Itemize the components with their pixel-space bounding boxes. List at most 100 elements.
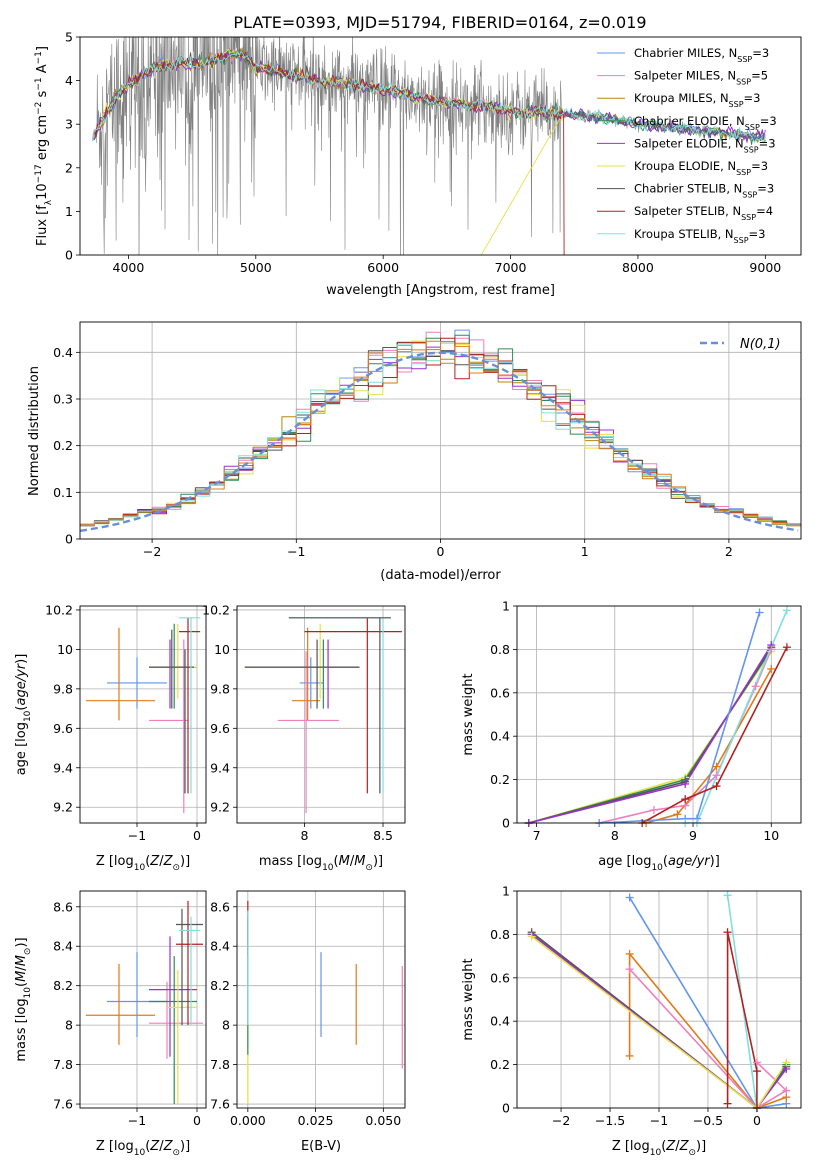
x-tick-label: 0 — [193, 828, 201, 843]
axes-frame — [516, 605, 802, 824]
label-part: ⊙ — [172, 863, 180, 873]
model-spectrum-line — [92, 48, 565, 255]
legend-label-main: Salpeter STELIB, N — [634, 204, 741, 218]
plot-area — [237, 891, 405, 1108]
label-part: / — [159, 1139, 164, 1154]
gaussian-curve — [80, 351, 799, 532]
figure-title: PLATE=0393, MJD=51794, FIBERID=0164, z=0… — [233, 13, 646, 32]
x-tick-label: 10 — [763, 828, 779, 843]
y-tick-label: 9.8 — [210, 681, 230, 696]
weight-line — [645, 668, 772, 823]
label-part: Z — [665, 1139, 676, 1154]
y-tick-label: 1 — [65, 204, 73, 219]
label-part: ] — [35, 46, 50, 51]
label-part: Z — [149, 1139, 160, 1154]
chart-residuals: −2 −1 0 1 2 0 0.1 0.2 0.3 0.4 (data-model)/error No… — [27, 321, 802, 583]
x-tick-label: −1 — [287, 544, 305, 559]
y-tick-label: 8 — [65, 1018, 73, 1033]
plot-area — [92, 37, 766, 255]
x-tick-label: 0.000 — [230, 1113, 266, 1128]
label-part: M — [339, 854, 350, 869]
legend-label-sub: SSP — [744, 145, 759, 154]
y-tick-label: 2 — [65, 160, 73, 175]
legend-label-main: Kroupa STELIB, N — [634, 227, 734, 241]
x-tick-label: 0.025 — [298, 1113, 334, 1128]
label-part: / — [14, 966, 29, 971]
x-tick-label: 0 — [437, 544, 445, 559]
legend-label: Kroupa MILES, NSSP=3 — [634, 91, 760, 109]
label-part: 10 — [23, 710, 33, 722]
y-tick-label: 0 — [502, 1101, 510, 1116]
axis-label: Z [log10(Z/Z⊙)] — [612, 1139, 706, 1158]
legend-label-sub: SSP — [736, 168, 751, 177]
y-tick-label: 0.2 — [490, 1057, 510, 1072]
legend-label-sub: SSP — [741, 213, 756, 222]
legend-label-tail: =3 — [752, 46, 769, 60]
y-tick-label: 0.4 — [53, 345, 73, 360]
x-tick-label: 7 — [533, 828, 541, 843]
weight-line — [598, 649, 773, 823]
x-tick-label: 9000 — [749, 260, 781, 275]
weight-line — [726, 895, 758, 1108]
label-part: −1 — [34, 51, 44, 64]
label-part: )] — [180, 854, 190, 869]
axis-label: Z [log10(Z/Z⊙)] — [96, 1139, 190, 1158]
y-tick-label: 9.4 — [53, 760, 73, 775]
y-tick-label: 7.6 — [53, 1097, 73, 1112]
legend-label-tail: =3 — [744, 91, 761, 105]
plot-area — [80, 322, 801, 539]
legend-label-main: Kroupa ELODIE, N — [634, 159, 736, 173]
legend-label-main: Kroupa MILES, N — [634, 91, 729, 105]
label-part: erg cm — [35, 115, 50, 164]
y-tick-label: 0 — [65, 532, 73, 547]
y-tick-label: 4 — [65, 73, 73, 88]
legend-label-tail: =3 — [759, 136, 776, 150]
x-tick-label: 7000 — [495, 260, 527, 275]
y-tick-label: 0.8 — [490, 642, 510, 657]
label-part: / — [159, 854, 164, 869]
label-part: −1 — [34, 77, 44, 90]
y-tick-label: 8 — [222, 1018, 230, 1033]
plot-area — [80, 891, 206, 1108]
axis-label: mass [log10(M/M⊙)] — [259, 854, 383, 873]
label-part: ⊙ — [365, 863, 373, 873]
axes-frame — [236, 605, 406, 824]
x-tick-label: 0.050 — [365, 1113, 401, 1128]
x-tick-label: 0 — [193, 1113, 201, 1128]
label-part: age/yr — [14, 662, 29, 705]
model-spectrum-line — [92, 51, 766, 144]
y-tick-label: 10 — [57, 642, 73, 657]
weight-line — [726, 931, 758, 1108]
weight-line — [641, 646, 788, 823]
label-part: ⊙ — [688, 1148, 696, 1158]
label-part: )] — [696, 1139, 706, 1154]
axes-frame — [79, 321, 802, 540]
label-part: 10 — [35, 183, 50, 200]
y-axis-label: mass weight — [461, 673, 476, 755]
axes-frame — [79, 36, 802, 256]
label-part: 10 — [650, 1148, 662, 1158]
y-tick-label: 0.1 — [53, 485, 73, 500]
legend-label-tail: =3 — [760, 114, 777, 128]
label-part: s — [35, 90, 50, 101]
y-tick-label: 1 — [502, 884, 510, 899]
y-tick-label: 7.8 — [53, 1057, 73, 1072]
label-part: M — [14, 955, 29, 966]
plot-area — [237, 606, 405, 823]
plot-area — [80, 606, 206, 823]
y-tick-label: 9.8 — [53, 681, 73, 696]
x-tick-label: 8 — [301, 828, 309, 843]
axes-frame — [236, 890, 406, 1109]
y-tick-label: 0.3 — [53, 392, 73, 407]
y-tick-label: 7.8 — [210, 1057, 230, 1072]
x-tick-label: 6000 — [367, 260, 399, 275]
label-part: )] — [710, 854, 720, 869]
y-tick-label: 7.6 — [210, 1097, 230, 1112]
x-tick-label: 8000 — [622, 260, 654, 275]
label-part: / — [675, 1139, 680, 1154]
label-part: )] — [180, 1139, 190, 1154]
x-tick-label: 5000 — [240, 260, 272, 275]
plots-layer: 4000 5000 6000 7000 8000 9000012345wavelength… — [14, 30, 802, 1158]
